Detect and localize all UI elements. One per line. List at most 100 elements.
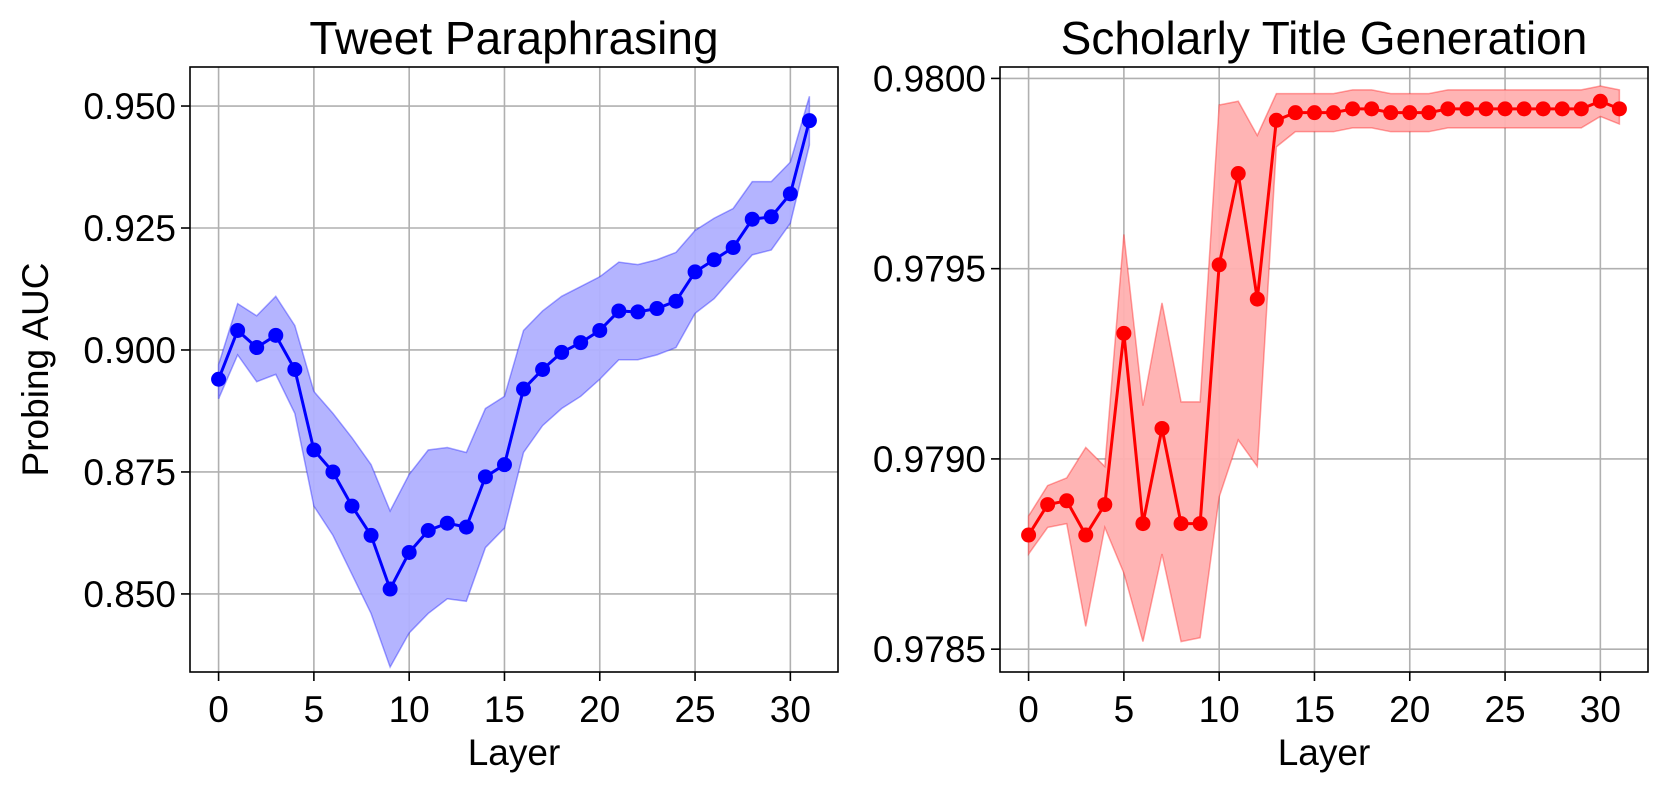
chart-0-data-point: [249, 340, 265, 356]
chart-0-data-point: [382, 581, 398, 597]
chart-0-y-tick-label: 0.850: [83, 574, 176, 615]
chart-0-x-tick-label: 10: [389, 689, 430, 730]
chart-1-x-tick-label: 25: [1484, 689, 1525, 730]
chart-0-x-tick-label: 20: [579, 689, 620, 730]
chart-1-data-point: [1097, 497, 1113, 513]
chart-0-data-point: [554, 344, 570, 360]
chart-1-data-point: [1592, 93, 1608, 109]
chart-0-data-point: [763, 209, 779, 225]
chart-0-data-point: [230, 322, 246, 338]
chart-1-x-axis-label: Layer: [1278, 732, 1371, 773]
chart-1-y-tick-label: 0.9790: [873, 439, 986, 480]
chart-0-data-point: [306, 442, 322, 458]
chart-1-data-point: [1306, 105, 1322, 121]
chart-0-data-point: [439, 515, 455, 531]
chart-1-title: Scholarly Title Generation: [1061, 12, 1588, 64]
chart-0-data-point: [496, 457, 512, 473]
chart-0-series-line: [217, 120, 811, 593]
chart-1-data-point: [1440, 101, 1456, 117]
chart-0-data-point: [611, 303, 627, 319]
chart-1-confidence-band: [1027, 85, 1621, 643]
chart-1-data-point: [1211, 257, 1227, 273]
chart-0-x-axis-label: Layer: [468, 732, 561, 773]
chart-0-data-point: [401, 544, 417, 560]
chart-0-y-axis-label: Probing AUC: [15, 263, 56, 477]
chart-1-data-point: [1230, 166, 1246, 182]
chart-0-y-tick-label: 0.900: [83, 330, 176, 371]
chart-0-y-tick-label: 0.950: [83, 86, 176, 127]
chart-0-data-point: [363, 527, 379, 543]
chart-0-data-point: [211, 371, 227, 387]
chart-1-x-tick-label: 10: [1199, 689, 1240, 730]
chart-0-data-point: [592, 322, 608, 338]
chart-0-data-point: [687, 264, 703, 280]
chart-1-data-point: [1287, 105, 1303, 121]
chart-0-x-tick-label: 25: [674, 689, 715, 730]
chart-0-data-point: [649, 301, 665, 317]
chart-1-data-point: [1421, 105, 1437, 121]
chart-1-axes-frame: [999, 66, 1649, 673]
chart-1-data-point: [1364, 101, 1380, 117]
chart-0-data-point: [516, 381, 532, 397]
chart-1-data-point: [1135, 516, 1151, 532]
chart-0-data-point: [477, 469, 493, 485]
chart-tweet-paraphrasing: 0 5 10 15 20 25 30 0.850 0.875 0.900 0.925 0.950 Twe…: [15, 12, 839, 773]
chart-1-x-tick-label: 30: [1580, 689, 1621, 730]
chart-0-x-tick-label: 15: [484, 689, 525, 730]
chart-1-y-tick-label: 0.9800: [873, 58, 986, 99]
chart-1-y-tick-label: 0.9795: [873, 249, 986, 290]
chart-1-data-point: [1383, 105, 1399, 121]
chart-1-data-point: [1059, 493, 1075, 509]
chart-0-data-point: [706, 252, 722, 268]
chart-0-data-point: [325, 464, 341, 480]
chart-0-data-point: [801, 113, 817, 129]
chart-0-data-point: [782, 186, 798, 202]
chart-0-title: Tweet Paraphrasing: [309, 12, 718, 64]
chart-scholarly-title-generation: 0 5 10 15 20 25 30 0.9785 0.9790 0.9795 0.9800 Scho…: [873, 12, 1649, 773]
chart-1-data-point: [1173, 516, 1189, 532]
chart-1-x-tick-label: 15: [1294, 689, 1335, 730]
chart-1-data-point: [1554, 101, 1570, 117]
chart-0-data-point: [744, 211, 760, 227]
chart-1-data-point: [1611, 101, 1627, 117]
chart-0-data-point: [268, 327, 284, 343]
chart-0-x-tick-label: 0: [208, 689, 229, 730]
chart-1-data-point: [1268, 112, 1284, 128]
chart-0-y-tick-label: 0.925: [83, 208, 176, 249]
chart-0-data-point: [344, 498, 360, 514]
chart-1-data-point: [1021, 527, 1037, 543]
chart-1-y-tick-label: 0.9785: [873, 629, 986, 670]
chart-0-data-point: [573, 335, 589, 351]
chart-1-data-point: [1535, 101, 1551, 117]
chart-1-data-point: [1249, 291, 1265, 307]
chart-1-data-point: [1116, 325, 1132, 341]
chart-0-x-tick-label: 30: [770, 689, 811, 730]
chart-0-data-point: [420, 523, 436, 539]
chart-1-x-tick-label: 20: [1389, 689, 1430, 730]
chart-1-data-point: [1192, 516, 1208, 532]
chart-0-axes-frame: [189, 66, 839, 673]
chart-1-x-tick-label: 0: [1018, 689, 1039, 730]
chart-1-data-point: [1040, 497, 1056, 513]
chart-1-x-tick-label: 5: [1114, 689, 1135, 730]
chart-1-data-point: [1516, 101, 1532, 117]
chart-0-data-point: [668, 293, 684, 309]
chart-0-x-tick-label: 5: [304, 689, 325, 730]
chart-1-data-point: [1402, 105, 1418, 121]
chart-0-confidence-band: [217, 96, 811, 669]
chart-1-data-point: [1478, 101, 1494, 117]
chart-1-data-point: [1078, 527, 1094, 543]
chart-1-data-point: [1497, 101, 1513, 117]
chart-1-data-point: [1326, 105, 1342, 121]
chart-0-data-point: [535, 362, 551, 377]
chart-0-y-tick-label: 0.875: [83, 452, 176, 493]
chart-1-data-point: [1345, 101, 1361, 117]
chart-0-data-point: [725, 240, 741, 256]
chart-1-data-point: [1573, 101, 1589, 117]
chart-1-data-point: [1154, 420, 1170, 436]
chart-0-data-point: [458, 519, 474, 535]
chart-1-data-point: [1459, 101, 1475, 117]
chart-0-data-point: [630, 304, 646, 320]
chart-0-data-point: [287, 362, 303, 377]
